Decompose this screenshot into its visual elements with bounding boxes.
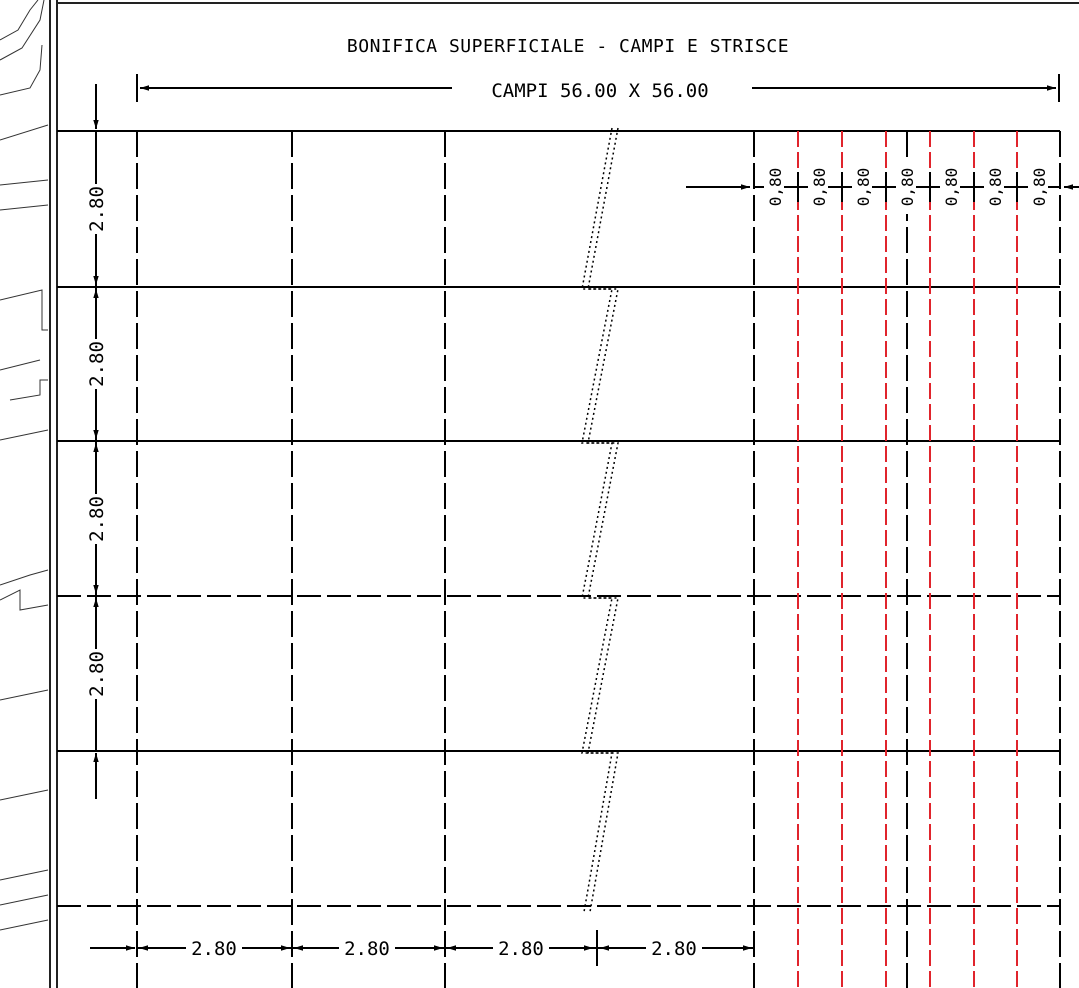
row-dimension-label: 2.80 xyxy=(86,186,108,232)
grid-horizontal-lines xyxy=(57,130,1060,907)
strip-dimension-label: 0,80 xyxy=(854,168,873,207)
row-dimension-label: 2.80 xyxy=(86,496,108,542)
row-dimension-label: 2.80 xyxy=(86,341,108,387)
overall-dimension-line xyxy=(136,74,1060,102)
strip-dimension-label: 0,80 xyxy=(1030,168,1049,207)
strip-dimension-labels: 0,80 0,80 0,80 0,80 0,80 0,80 0,80 xyxy=(764,160,1049,214)
strip-dimension-label: 0,80 xyxy=(986,168,1005,207)
column-dimension-labels: 2.80 2.80 2.80 2.80 xyxy=(186,936,702,960)
column-dimension-label: 2.80 xyxy=(651,938,697,960)
break-line xyxy=(581,127,619,913)
column-dimension-label: 2.80 xyxy=(191,938,237,960)
column-dimension-label: 2.80 xyxy=(344,938,390,960)
strip-lines-red xyxy=(797,131,1018,988)
strip-dimension-label: 0,80 xyxy=(898,168,917,207)
strip-dimension-label: 0,80 xyxy=(810,168,829,207)
strip-dimension-chain xyxy=(686,165,1079,209)
drawing-title: BONIFICA SUPERFICIALE - CAMPI E STRISCE xyxy=(347,36,789,57)
row-dimension-labels: 2.80 2.80 2.80 2.80 xyxy=(84,184,108,699)
column-dimension-label: 2.80 xyxy=(498,938,544,960)
overall-dimension-label: CAMPI 56.00 X 56.00 xyxy=(491,80,708,102)
grid-vertical-lines xyxy=(136,131,1061,988)
strip-dimension-label: 0,80 xyxy=(942,168,961,207)
row-dimension-label: 2.80 xyxy=(86,651,108,697)
strip-dimension-label: 0,80 xyxy=(766,168,785,207)
map-fragment xyxy=(0,0,49,931)
